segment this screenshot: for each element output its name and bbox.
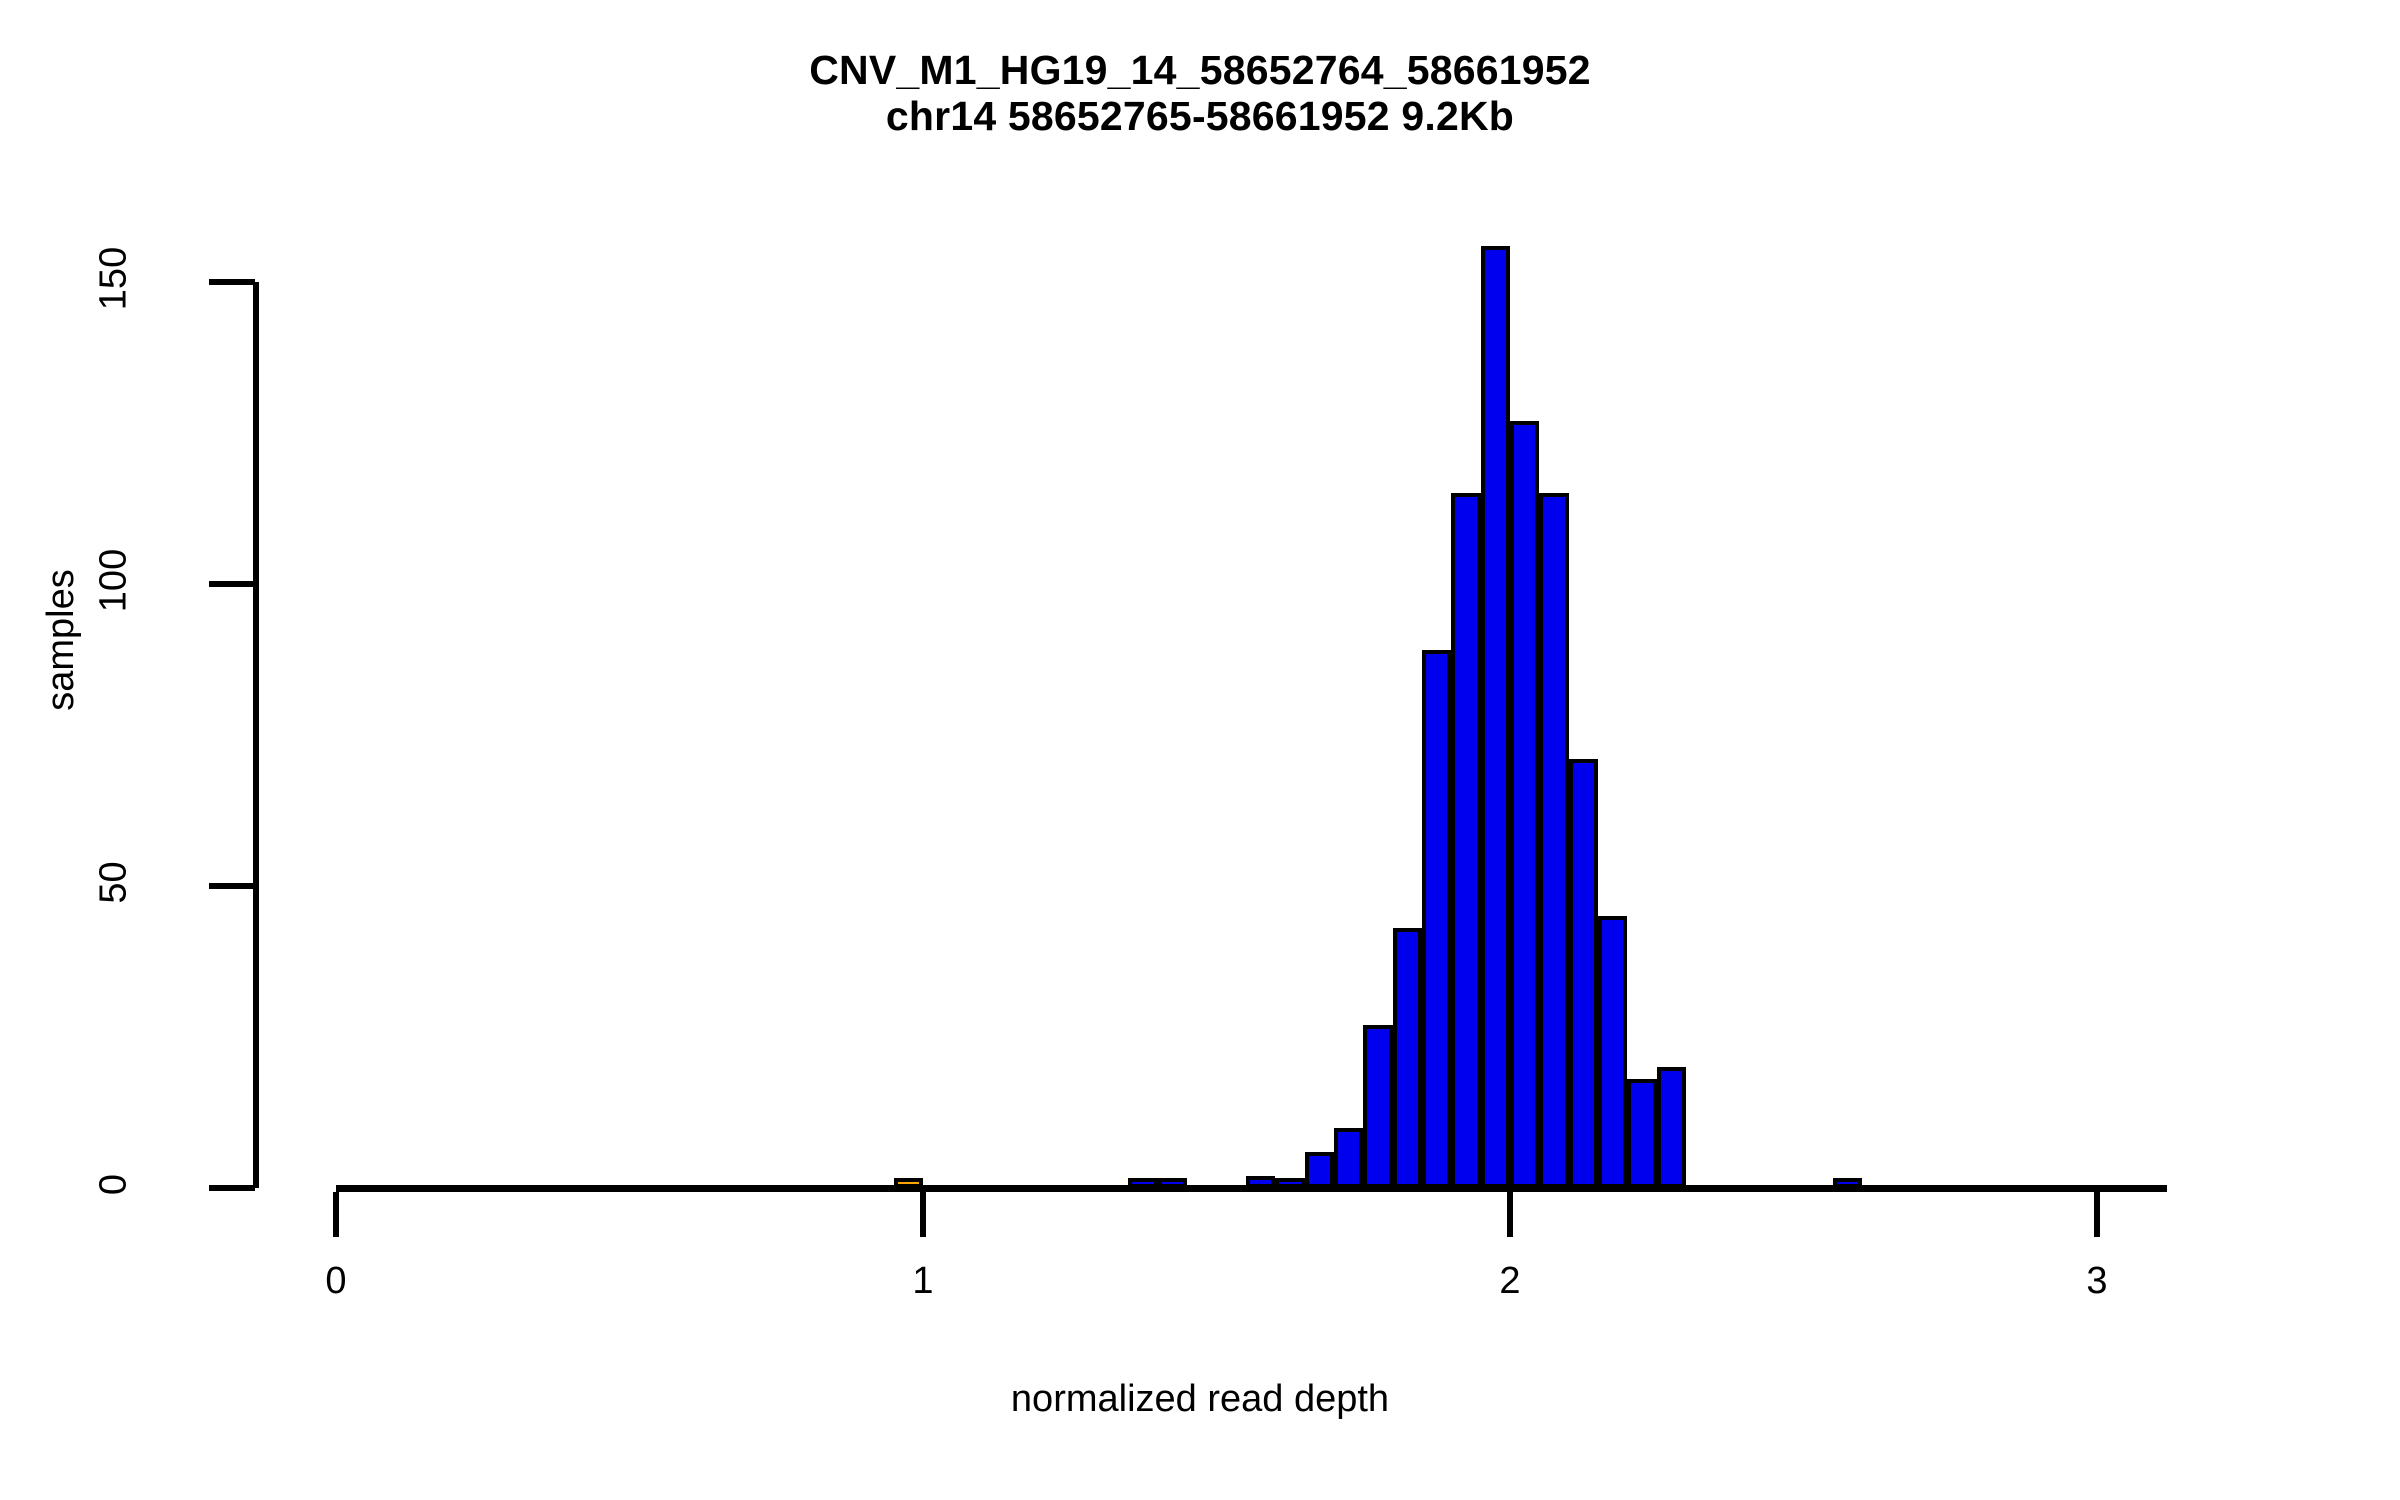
x-axis-tick-label: 0 — [325, 1260, 347, 1302]
histogram-bar — [1539, 493, 1569, 1188]
y-axis-tick-label: 0 — [92, 1173, 135, 1196]
histogram-bar — [1363, 1024, 1393, 1188]
histogram-bar — [1510, 420, 1540, 1188]
y-axis-tick-label: 100 — [92, 548, 135, 613]
x-axis-tick-label: 2 — [1499, 1260, 1521, 1302]
x-axis-tick-label: 3 — [2086, 1260, 2108, 1302]
y-axis-label: samples — [40, 569, 82, 711]
histogram-bar — [1627, 1079, 1657, 1188]
histogram-bar — [1304, 1151, 1334, 1188]
y-axis-tick — [209, 581, 255, 587]
histogram-bar — [1245, 1175, 1276, 1188]
histogram-bar — [1421, 650, 1452, 1188]
x-axis-tick — [2094, 1192, 2100, 1237]
y-axis-tick — [209, 1185, 255, 1191]
histogram-bar — [1157, 1178, 1188, 1188]
histogram-bar — [1333, 1127, 1364, 1188]
y-axis-tick — [209, 279, 255, 285]
histogram-bar — [1275, 1178, 1305, 1188]
y-axis-tick-label: 50 — [92, 861, 135, 904]
x-axis-tick — [333, 1192, 339, 1237]
histogram-bar — [1128, 1178, 1158, 1188]
x-axis-line — [336, 1185, 2168, 1192]
y-axis-tick-label: 150 — [92, 246, 135, 311]
chart-title-block: CNV_M1_HG19_14_58652764_58661952 chr14 5… — [0, 47, 2400, 140]
y-axis-tick — [209, 883, 255, 889]
histogram-bar — [1568, 759, 1599, 1188]
x-axis-tick-label: 1 — [912, 1260, 934, 1302]
chart-title-line-2: chr14 58652765-58661952 9.2Kb — [885, 92, 1515, 139]
histogram-bar — [1598, 916, 1628, 1188]
histogram-bar — [1832, 1178, 1863, 1188]
chart-title-line-1: CNV_M1_HG19_14_58652764_58661952 — [809, 47, 1591, 93]
histogram-bar — [893, 1178, 923, 1188]
histogram-bar — [1656, 1067, 1687, 1188]
histogram-bar — [1392, 928, 1422, 1188]
x-axis-label: normalized read depth — [1010, 1378, 1390, 1420]
y-axis-line — [253, 282, 259, 1188]
x-axis-tick — [1507, 1192, 1513, 1237]
x-axis-tick — [920, 1192, 926, 1237]
histogram-bar — [1451, 493, 1481, 1188]
histogram-bar — [1480, 245, 1510, 1188]
